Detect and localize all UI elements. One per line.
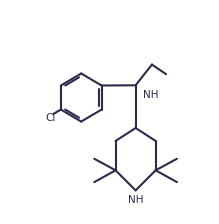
Text: NH: NH [128,195,143,205]
Text: NH: NH [143,90,158,100]
Text: Cl: Cl [46,113,56,123]
